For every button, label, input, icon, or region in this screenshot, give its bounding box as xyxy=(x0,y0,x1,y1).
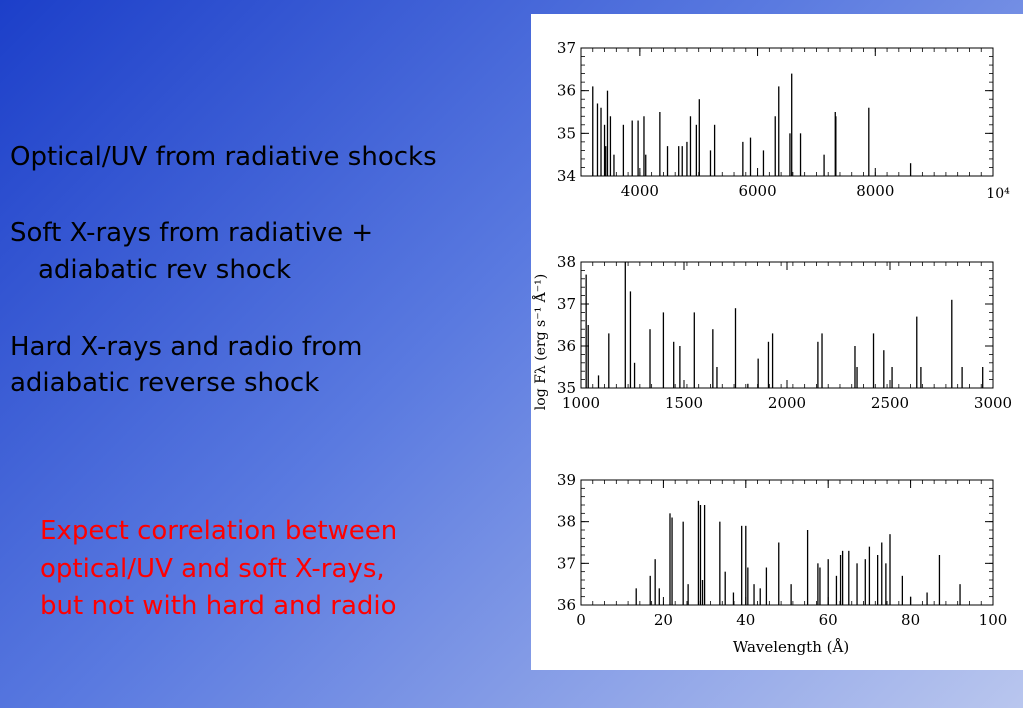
panel-1-ytick-label: 34 xyxy=(557,167,576,185)
panel-2-xtick-label: 1500 xyxy=(665,394,703,412)
panel-3-xtick-label: 0 xyxy=(576,611,586,629)
panel-3-xtick-label: 40 xyxy=(736,611,755,629)
panel-1-ytick-label: 37 xyxy=(557,39,576,57)
note-line-1: Expect correlation between xyxy=(40,516,398,546)
panel-2-ytick-label: 38 xyxy=(557,253,576,271)
panel-2-ytick-label: 37 xyxy=(557,295,576,313)
panel-1-ytick-label: 36 xyxy=(557,82,576,100)
bullet-softx-line-2: adiabatic rev shock xyxy=(38,255,292,285)
panel-2-xtick-label: 1000 xyxy=(562,394,600,412)
bullet-optical-line-1: Optical/UV from radiative shocks xyxy=(10,142,437,172)
panel-3-ytick-label: 36 xyxy=(557,596,576,614)
panel-3-frame xyxy=(580,479,994,606)
panel-2-frame xyxy=(580,261,994,389)
panel-2-xtick-label: 2500 xyxy=(871,394,909,412)
panel-1-xtick-label: 4000 xyxy=(621,182,659,200)
panel-3-ytick-label: 38 xyxy=(557,513,576,531)
bullet-softx-line-1: Soft X-rays from radiative + xyxy=(10,218,374,248)
spectra-figure: log Fλ (erg s⁻¹ Å⁻¹) Wavelength (Å) 34 35… xyxy=(531,14,1023,670)
panel-1-xtick-label: 6000 xyxy=(738,182,776,200)
panel-2-ytick-label: 35 xyxy=(557,379,576,397)
panel-2-ytick-label: 36 xyxy=(557,337,576,355)
panel-1-extra-label: 10⁴ xyxy=(986,186,1010,202)
note-line-3: but not with hard and radio xyxy=(40,591,397,621)
panel-3-xtick-label: 100 xyxy=(979,611,1008,629)
x-axis-label: Wavelength (Å) xyxy=(733,638,849,656)
panel-1-xtick-label: 8000 xyxy=(856,182,894,200)
panel-3-ytick-label: 37 xyxy=(557,554,576,572)
panel-1-frame xyxy=(580,47,994,177)
y-axis-label: log Fλ (erg s⁻¹ Å⁻¹) xyxy=(531,274,549,410)
bullet-hardx-line-1: Hard X-rays and radio from xyxy=(10,332,363,362)
spectra-svg: log Fλ (erg s⁻¹ Å⁻¹) Wavelength (Å) 34 35… xyxy=(531,39,1012,656)
panel-2-xtick-label: 3000 xyxy=(974,394,1012,412)
panel-3-ytick-label: 39 xyxy=(557,471,576,489)
bullet-hardx-line-2: adiabatic reverse shock xyxy=(10,368,320,398)
note-line-2: optical/UV and soft X-rays, xyxy=(40,554,385,584)
panel-2-xtick-label: 2000 xyxy=(768,394,806,412)
panel-3-xtick-label: 80 xyxy=(901,611,920,629)
panel-3-xtick-label: 20 xyxy=(654,611,673,629)
panel-1-ytick-label: 35 xyxy=(557,124,576,142)
panel-3-xtick-label: 60 xyxy=(819,611,838,629)
